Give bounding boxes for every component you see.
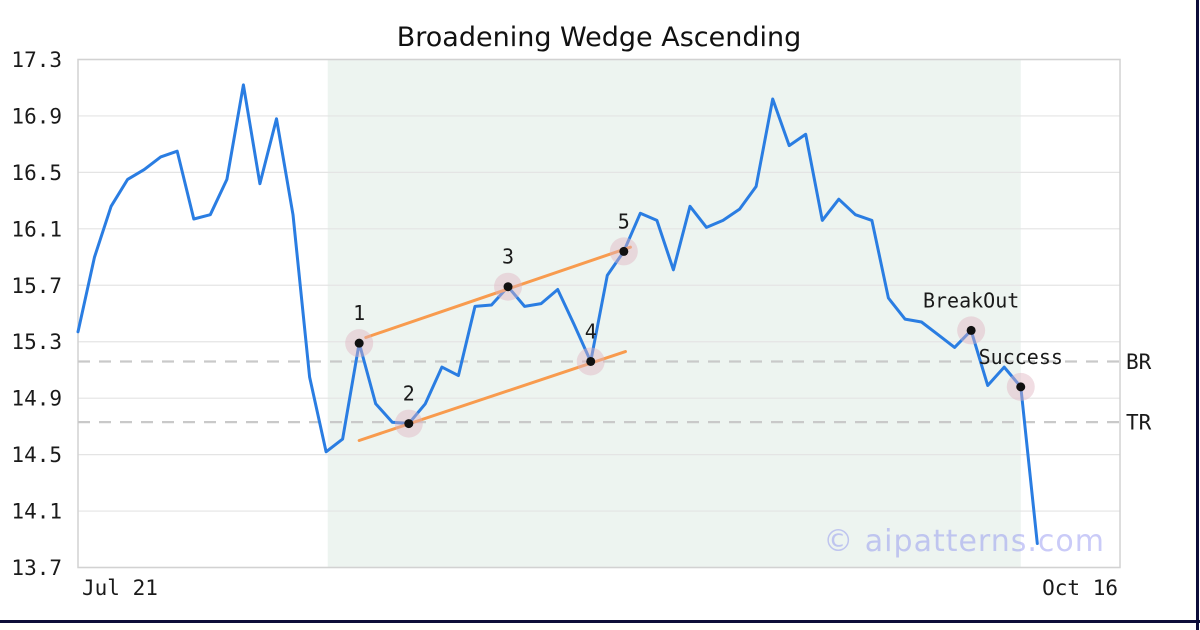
marker-label-2: 2 [403, 382, 415, 406]
y-tick-label: 14.5 [11, 443, 62, 467]
marker-dot-3 [503, 282, 513, 292]
chart-title: Broadening Wedge Ascending [396, 22, 802, 53]
y-tick-label: 17.3 [11, 48, 62, 72]
y-tick-label: 13.7 [11, 556, 62, 580]
x-tick-label-end: Oct 16 [1042, 576, 1118, 600]
marker-label-breakout: BreakOut [923, 288, 1019, 312]
trendline-upper [364, 245, 632, 339]
level-label-br: BR [1126, 350, 1152, 374]
marker-dot-4 [586, 356, 596, 366]
y-tick-label: 16.9 [11, 104, 62, 128]
trendline-lower [357, 350, 627, 442]
y-tick-label: 16.1 [11, 217, 62, 241]
y-tick-label: 14.1 [11, 500, 62, 524]
y-tick-label: 15.7 [11, 274, 62, 298]
marker-dot-breakout [966, 325, 976, 335]
window-border-right [1196, 0, 1199, 630]
marker-label-5: 5 [618, 209, 630, 233]
level-label-tr: TR [1126, 411, 1152, 435]
plot-border [77, 58, 1121, 569]
watermark: © aipatterns.com [823, 524, 1105, 559]
pattern-shade-region [327, 59, 1021, 568]
x-tick-label-start: Jul 21 [82, 576, 158, 600]
y-tick-label: 16.5 [11, 161, 62, 185]
marker-dot-2 [404, 419, 414, 429]
marker-label-4: 4 [585, 319, 597, 343]
y-tick-label: 15.3 [11, 330, 62, 354]
marker-label-1: 1 [353, 301, 365, 325]
marker-dot-5 [619, 246, 629, 256]
marker-dot-1 [354, 338, 364, 348]
y-tick-label: 14.9 [11, 387, 62, 411]
marker-label-3: 3 [502, 245, 514, 269]
marker-label-success: Success [979, 345, 1063, 369]
marker-dot-success [1016, 382, 1026, 392]
window-border-bottom [0, 620, 1200, 623]
price-line [76, 83, 1039, 545]
